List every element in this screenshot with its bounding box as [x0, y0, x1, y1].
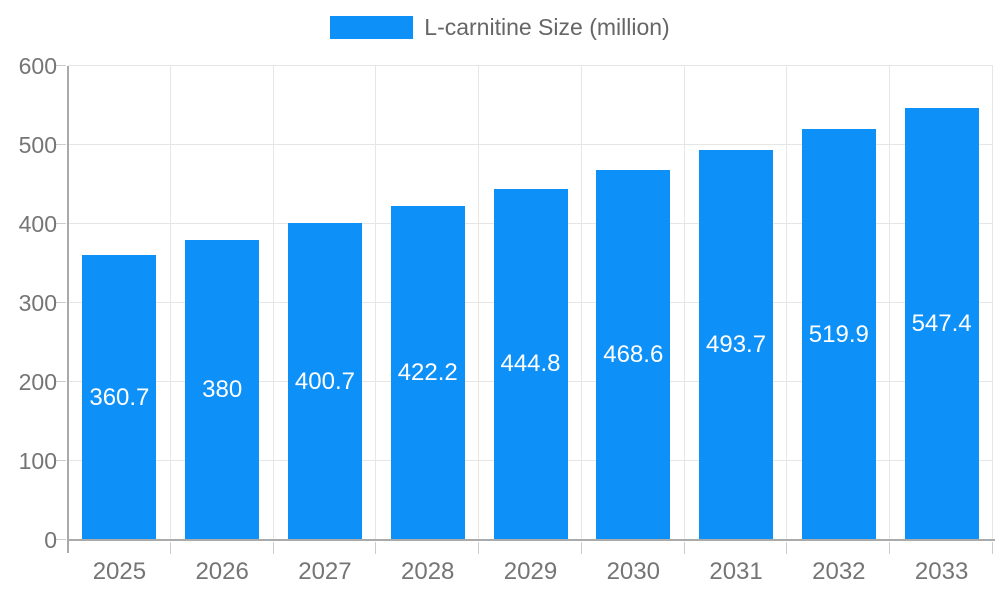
bar-value-label: 468.6: [603, 340, 664, 368]
bar: 380: [185, 239, 260, 540]
gridline-vertical: [992, 66, 993, 540]
y-axis-line: [67, 66, 69, 553]
gridline-vertical: [273, 66, 274, 540]
gridline-horizontal: [68, 144, 993, 145]
legend-item[interactable]: L-carnitine Size (million): [330, 14, 670, 41]
bar-value-label: 422.2: [397, 359, 458, 387]
x-tick-mark: [581, 542, 582, 554]
y-axis-tick-label: 300: [18, 290, 57, 316]
y-axis-tick-label: 100: [18, 448, 57, 474]
legend: L-carnitine Size (million): [0, 14, 1000, 41]
y-axis-tick-label: 600: [18, 53, 57, 79]
bar-value-label: 519.9: [808, 320, 869, 348]
x-axis-tick-label: 2033: [914, 558, 969, 585]
x-axis-tick-label: 2032: [812, 558, 866, 585]
x-axis-line: [67, 539, 995, 541]
gridline-vertical: [889, 66, 890, 540]
y-axis-tick-label: 0: [44, 527, 57, 553]
gridline-horizontal: [68, 65, 993, 66]
x-tick-mark: [786, 542, 787, 554]
bar: 422.2: [390, 206, 465, 540]
y-tick-mark: [56, 302, 66, 303]
bar-value-label: 444.8: [500, 350, 561, 378]
bar: 360.7: [82, 255, 157, 540]
gridline-vertical: [375, 66, 376, 540]
bar-value-label: 360.7: [89, 383, 150, 411]
x-tick-mark: [273, 542, 274, 554]
y-axis-tick-label: 200: [18, 369, 57, 395]
x-axis-tick-label: 2026: [195, 558, 249, 585]
y-axis-tick-label: 400: [18, 211, 57, 237]
gridline-vertical: [478, 66, 479, 540]
x-axis-tick-label: 2030: [606, 558, 660, 585]
plot-area: 360.7 380 400.7 422.2 444.8 468.6 493.7 519.9 54…: [56, 65, 993, 554]
x-tick-mark: [170, 542, 171, 554]
gridline-vertical: [581, 66, 582, 540]
y-tick-mark: [56, 223, 66, 224]
y-tick-mark: [56, 381, 66, 382]
bar: 547.4: [904, 107, 979, 540]
bar-value-label: 547.4: [911, 309, 972, 337]
bar-value-label: 493.7: [706, 330, 767, 358]
bar: 444.8: [493, 188, 568, 540]
y-tick-mark: [56, 65, 66, 66]
y-tick-mark: [56, 539, 66, 540]
bar: 519.9: [801, 129, 876, 540]
x-tick-mark: [375, 542, 376, 554]
legend-swatch-icon: [330, 16, 414, 39]
x-axis-tick-label: 2031: [709, 558, 763, 585]
bar: 493.7: [699, 149, 774, 540]
bar-value-label: 380: [202, 375, 243, 403]
legend-label: L-carnitine Size (million): [424, 14, 670, 40]
y-tick-mark: [56, 460, 66, 461]
x-axis-tick-label: 2027: [298, 558, 352, 585]
y-axis-tick-label: 500: [18, 132, 57, 158]
gridline-vertical: [684, 66, 685, 540]
x-axis-tick-label: 2025: [92, 558, 147, 585]
x-tick-mark: [889, 542, 890, 554]
x-tick-mark: [478, 542, 479, 554]
x-tick-mark: [992, 542, 993, 554]
x-axis-tick-label: 2029: [503, 558, 558, 585]
gridline-vertical: [786, 66, 787, 540]
bar: 468.6: [596, 169, 671, 540]
gridline-vertical: [170, 66, 171, 540]
x-tick-mark: [684, 542, 685, 554]
x-axis-tick-label: 2028: [401, 558, 455, 585]
y-tick-mark: [56, 144, 66, 145]
bar: 400.7: [287, 223, 362, 540]
bar-value-label: 400.7: [294, 367, 355, 395]
